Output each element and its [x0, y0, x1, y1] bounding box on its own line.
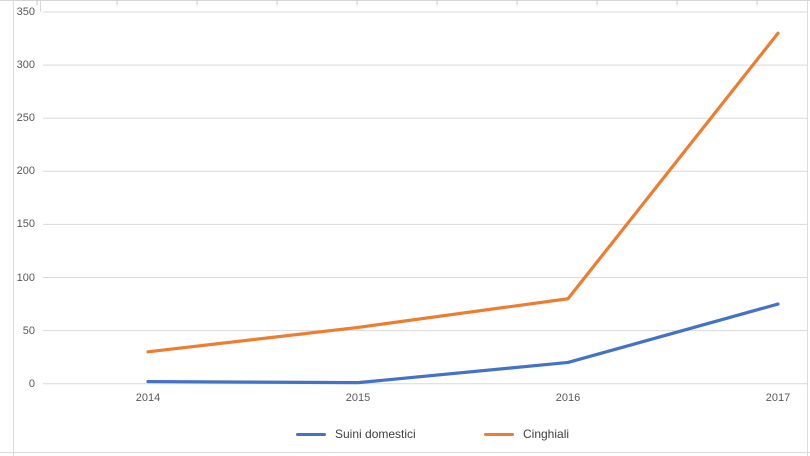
y-axis-stub	[40, 0, 41, 12]
chart-right-border	[807, 0, 808, 456]
legend-line-swatch-blue	[296, 432, 326, 436]
x-tick-label-2014: 2014	[135, 392, 161, 404]
legend-label-cinghiali: Cinghiali	[523, 427, 570, 441]
y-tick-label-150: 150	[16, 218, 35, 231]
x-tick-label-2017: 2017	[765, 392, 791, 404]
chart-left-border	[13, 0, 14, 456]
legend: Suini domestici Cinghiali	[0, 426, 810, 442]
y-tick-label-200: 200	[16, 165, 35, 178]
legend-label-suini-domestici: Suini domestici	[335, 427, 416, 441]
series-line-cinghiali	[146, 31, 780, 354]
legend-line-swatch-orange	[484, 432, 514, 436]
series-line-suini-domestici	[146, 302, 780, 385]
legend-item-cinghiali: Cinghiali	[484, 426, 569, 442]
legend-item-suini-domestici: Suini domestici	[296, 426, 416, 442]
y-tick-label-250: 250	[16, 112, 35, 125]
chart-bottom-border	[0, 452, 810, 453]
y-tick-label-100: 100	[16, 271, 35, 284]
x-tick-label-2015: 2015	[345, 392, 371, 404]
y-tick-label-350: 350	[16, 6, 35, 18]
y-tick-label-0: 0	[28, 377, 35, 390]
chart-top-border	[0, 0, 810, 1]
y-tick-label-300: 300	[16, 59, 35, 72]
y-tick-label-50: 50	[22, 324, 35, 337]
x-tick-label-2016: 2016	[555, 392, 581, 404]
